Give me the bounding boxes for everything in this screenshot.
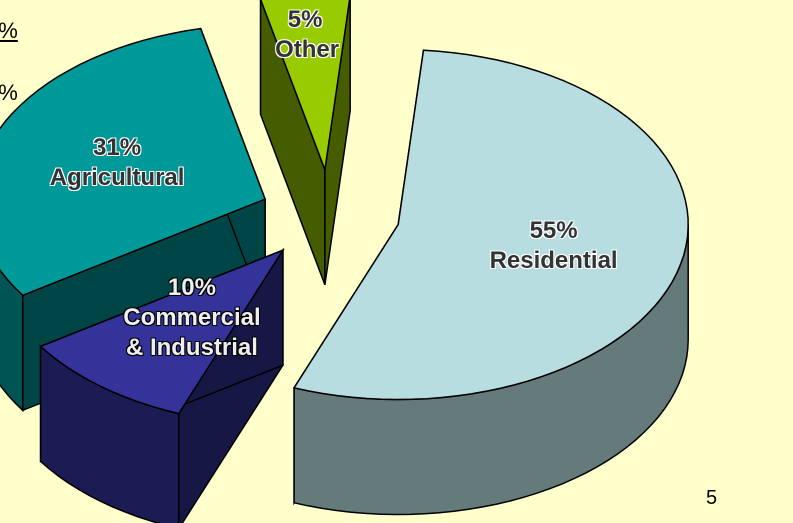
slice-category: Agricultural	[49, 164, 185, 192]
slice-label: 31% Agricultural	[7, 133, 227, 193]
page-number: 5	[706, 487, 718, 509]
cropped-text: 0%	[0, 80, 18, 105]
slice-category: Residential	[489, 247, 618, 275]
slice	[260, 0, 351, 171]
slice-value: 10%	[167, 274, 216, 302]
slice-value: 55%	[529, 217, 578, 245]
slice-category: Other	[275, 36, 340, 64]
slice	[39, 248, 285, 415]
slice-value: 5%	[287, 6, 323, 34]
slice-label: 10% Commercial & Industrial	[117, 273, 267, 363]
slice-value: 31%	[93, 134, 142, 162]
slice-category: Commercial & Industrial	[123, 304, 261, 362]
slice-label: 5% Other	[275, 5, 340, 65]
slice	[0, 27, 267, 297]
cropped-text: 5%	[0, 18, 18, 43]
slice-wall	[0, 268, 24, 413]
slice	[292, 49, 689, 401]
slice-label: 55% Residential	[464, 216, 644, 276]
